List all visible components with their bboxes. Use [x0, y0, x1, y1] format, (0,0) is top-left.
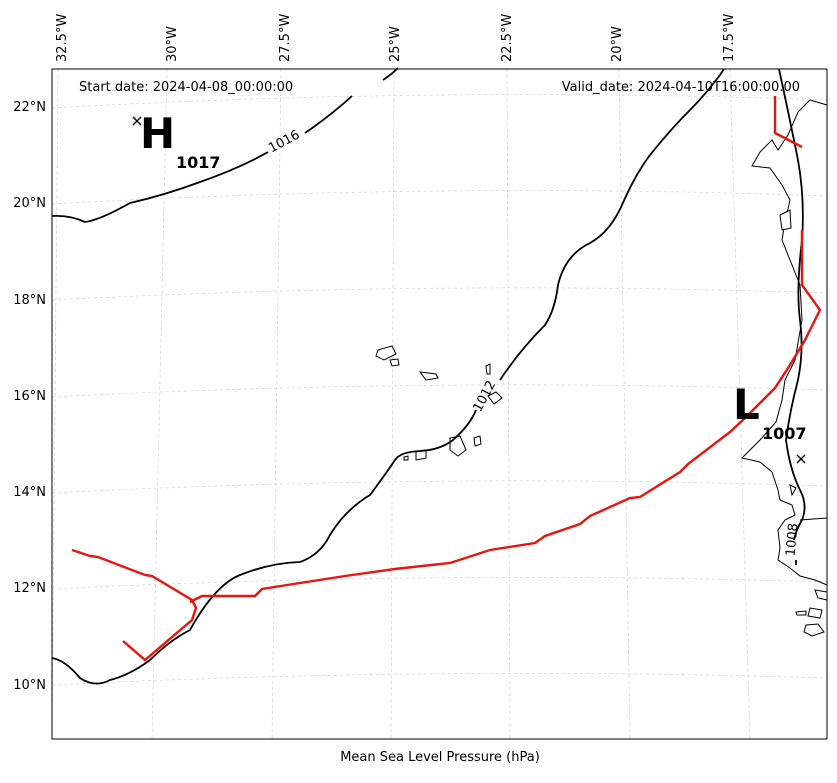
lat-tick-16n: 16°N	[13, 389, 46, 404]
lat-tick-20n: 20°N	[13, 196, 46, 211]
lat-tick-12n: 12°N	[13, 581, 46, 596]
lat-tick-14n: 14°N	[13, 485, 46, 500]
front-north	[773, 96, 803, 149]
latitude-tick-labels: 22°N 20°N 18°N 16°N 14°N 12°N 10°N	[13, 100, 46, 693]
lon-tick-30w: 30°W	[165, 26, 180, 62]
isobar-label-1016: 1016	[266, 128, 302, 157]
isobar-label-1008: 1008	[784, 523, 802, 557]
valid-date-label: Valid_date: 2024-04-10T16:00:00.00	[562, 80, 800, 95]
high-letter: H	[140, 109, 175, 158]
low-letter: L	[733, 380, 760, 429]
coastline	[375, 99, 828, 637]
isobar-1008	[778, 68, 806, 565]
graticule	[51, 68, 828, 740]
high-value: 1017	[176, 153, 221, 172]
lat-tick-10n: 10°N	[13, 678, 46, 693]
low-pressure-center: L 1007	[733, 380, 807, 464]
lon-tick-17-5w: 17.5°W	[722, 14, 737, 62]
lon-tick-32-5w: 32.5°W	[55, 14, 70, 62]
fronts	[71, 96, 822, 662]
lon-tick-20w: 20°W	[610, 26, 625, 62]
start-date-label: Start date: 2024-04-08_00:00:00	[79, 80, 293, 95]
isobar-1012	[51, 68, 725, 685]
lat-tick-18n: 18°N	[13, 293, 46, 308]
map-caption: Mean Sea Level Pressure (hPa)	[340, 750, 540, 765]
longitude-tick-labels: 32.5°W 30°W 27.5°W 25°W 22.5°W 20°W 17.5…	[55, 14, 737, 62]
lat-tick-22n: 22°N	[13, 100, 46, 115]
low-center-marker	[796, 454, 806, 464]
high-center-marker	[132, 116, 142, 126]
map-frame	[51, 68, 828, 740]
lon-tick-27-5w: 27.5°W	[278, 14, 293, 62]
lon-tick-25w: 25°W	[388, 26, 403, 62]
high-pressure-center: H 1017	[132, 109, 221, 172]
lon-tick-22-5w: 22.5°W	[500, 14, 515, 62]
front-main	[71, 230, 822, 662]
low-value: 1007	[762, 424, 807, 443]
